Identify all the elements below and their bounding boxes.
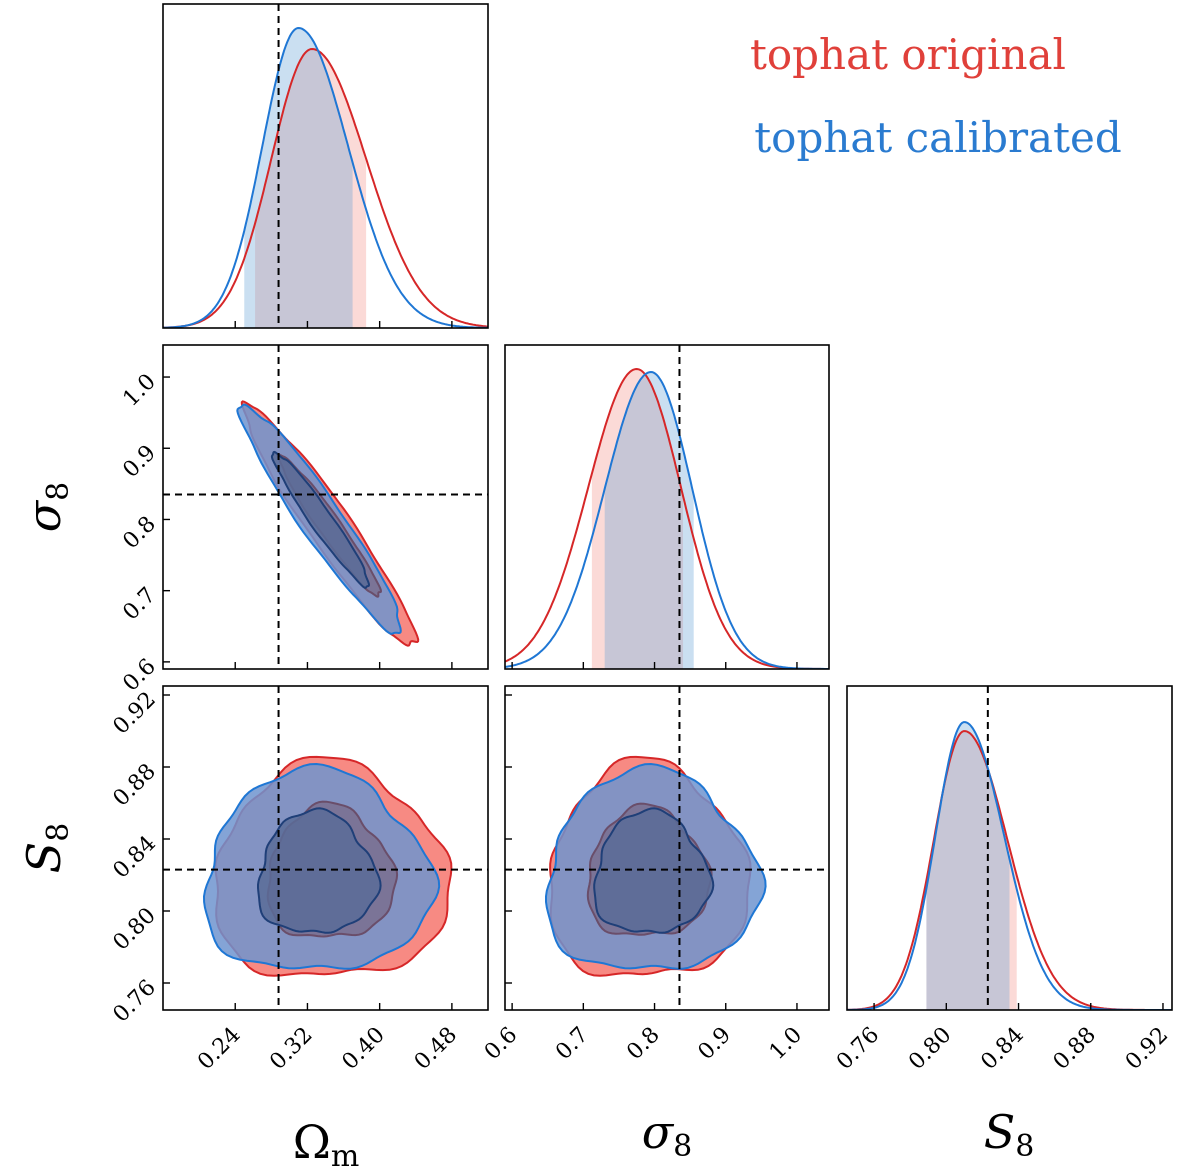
- marginal-om: [163, 26, 488, 328]
- ytick-label-S8-3: 0.88: [109, 759, 161, 811]
- marginal-interval-S8-calibrated: [926, 722, 1010, 1010]
- panel-frame-2-0: [162, 685, 489, 1011]
- xtick-label-S8-1: 0.80: [904, 1023, 956, 1075]
- axis-label-main: S: [17, 842, 71, 874]
- xtick-label-S8-2: 0.84: [976, 1023, 1028, 1075]
- panel-frame-2-1: [504, 685, 830, 1011]
- contour-panel-s8-S8: [545, 755, 767, 977]
- axis-label-main: Ω: [293, 1115, 331, 1169]
- panel-frame-1-0: [162, 344, 489, 670]
- panel-frame-2-2: [846, 685, 1173, 1011]
- axis-label-S8: S8: [17, 823, 76, 874]
- legend-tophat-calibrated: tophat calibrated: [754, 113, 1121, 162]
- xtick-label-s8-4: 1.0: [765, 1023, 807, 1065]
- contour-68-calibrated: [270, 450, 371, 589]
- axis-label-main: S: [984, 1105, 1016, 1159]
- axis-label-main: σ: [17, 499, 71, 532]
- axis-label-sub: m: [331, 1139, 359, 1174]
- fiducial-lines-layer: [163, 4, 989, 1010]
- ytick-label-s8-1: 0.7: [118, 583, 160, 625]
- xtick-label-s8-1: 0.7: [551, 1023, 593, 1065]
- panels-layer: [163, 26, 1172, 1010]
- xtick-label-om-0: 0.24: [193, 1023, 245, 1075]
- axis-label-sub: 8: [673, 1129, 692, 1164]
- marginal-curve-om-calibrated: [163, 26, 488, 328]
- axis-label-sub: 8: [1015, 1129, 1034, 1164]
- contour-panel-om-s8: [236, 400, 420, 647]
- ytick-label-S8-4: 0.92: [109, 687, 161, 739]
- ytick-label-S8-1: 0.80: [109, 903, 161, 955]
- axis-label-main: σ: [642, 1105, 675, 1159]
- axis-label-om: Ωm: [293, 1115, 360, 1174]
- panel-frame-0-0: [162, 3, 489, 329]
- axis-label-S8: S8: [984, 1105, 1035, 1164]
- xtick-label-s8-3: 0.9: [694, 1023, 736, 1065]
- marginal-curve-s8-calibrated: [505, 370, 829, 669]
- marginal-interval-S8-original: [926, 731, 1017, 1010]
- xtick-label-S8-4: 0.92: [1121, 1023, 1173, 1075]
- ytick-label-S8-2: 0.84: [109, 831, 161, 883]
- xtick-label-S8-3: 0.88: [1049, 1023, 1101, 1075]
- axis-label-sub: 8: [41, 823, 76, 842]
- axis-label-sub: 8: [41, 482, 76, 501]
- ytick-label-s8-2: 0.8: [118, 512, 160, 554]
- marginal-interval-om-calibrated: [244, 28, 353, 328]
- xtick-label-om-1: 0.32: [265, 1023, 317, 1075]
- xtick-label-om-2: 0.40: [338, 1023, 390, 1075]
- marginal-S8: [847, 721, 1172, 1010]
- panel-frames-layer: [162, 3, 1173, 1011]
- marginal-interval-s8-original: [591, 369, 684, 669]
- legend-tophat-original: tophat original: [750, 30, 1066, 79]
- ytick-label-s8-4: 1.0: [118, 369, 160, 411]
- marginal-curve-om-original: [163, 47, 488, 328]
- xtick-label-S8-0: 0.76: [832, 1023, 884, 1075]
- xtick-label-s8-2: 0.8: [622, 1023, 664, 1065]
- marginal-s8: [505, 367, 829, 669]
- contour-panel-om-S8: [202, 755, 453, 977]
- axis-label-s8: σ8: [642, 1105, 693, 1164]
- xtick-label-om-3: 0.48: [410, 1023, 462, 1075]
- axis-label-s8: σ8: [17, 482, 76, 533]
- xtick-label-s8-0: 0.6: [480, 1023, 522, 1065]
- ytick-label-s8-3: 0.9: [118, 440, 160, 482]
- legend: tophat original tophat calibrated: [750, 30, 1122, 162]
- marginal-interval-om-original: [255, 49, 367, 328]
- ytick-label-S8-0: 0.76: [109, 975, 161, 1027]
- panel-frame-1-1: [504, 344, 830, 670]
